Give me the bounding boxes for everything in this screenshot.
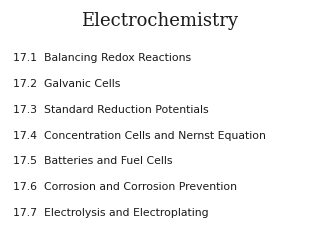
Text: 17.5  Batteries and Fuel Cells: 17.5 Batteries and Fuel Cells: [13, 156, 172, 167]
Text: 17.1  Balancing Redox Reactions: 17.1 Balancing Redox Reactions: [13, 53, 191, 63]
Text: 17.4  Concentration Cells and Nernst Equation: 17.4 Concentration Cells and Nernst Equa…: [13, 131, 266, 141]
Text: 17.3  Standard Reduction Potentials: 17.3 Standard Reduction Potentials: [13, 105, 208, 115]
Text: Electrochemistry: Electrochemistry: [82, 12, 238, 30]
Text: 17.2  Galvanic Cells: 17.2 Galvanic Cells: [13, 79, 120, 89]
Text: 17.6  Corrosion and Corrosion Prevention: 17.6 Corrosion and Corrosion Prevention: [13, 182, 237, 192]
Text: 17.7  Electrolysis and Electroplating: 17.7 Electrolysis and Electroplating: [13, 208, 208, 218]
